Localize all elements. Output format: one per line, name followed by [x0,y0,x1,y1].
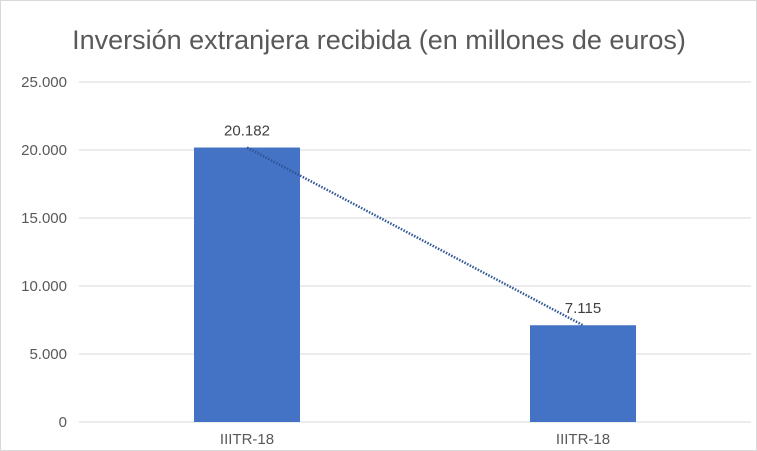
y-tick-label: 15.000 [21,210,67,227]
y-tick-label: 20.000 [21,142,67,159]
y-tick-label: 25.000 [21,74,67,91]
data-label: 20.182 [224,123,270,140]
y-tick-label: 0 [59,414,67,431]
y-tick-label: 5.000 [29,346,67,363]
x-tick-label: IIITR-18 [220,431,274,448]
bar [530,325,636,422]
data-label: 7.115 [565,300,601,317]
bar [194,147,300,423]
y-tick-label: 10.000 [21,278,67,295]
x-tick-label: IIITR-18 [556,431,610,448]
chart-title: Inversión extranjera recibida (en millon… [72,25,686,55]
trendline [246,146,584,327]
